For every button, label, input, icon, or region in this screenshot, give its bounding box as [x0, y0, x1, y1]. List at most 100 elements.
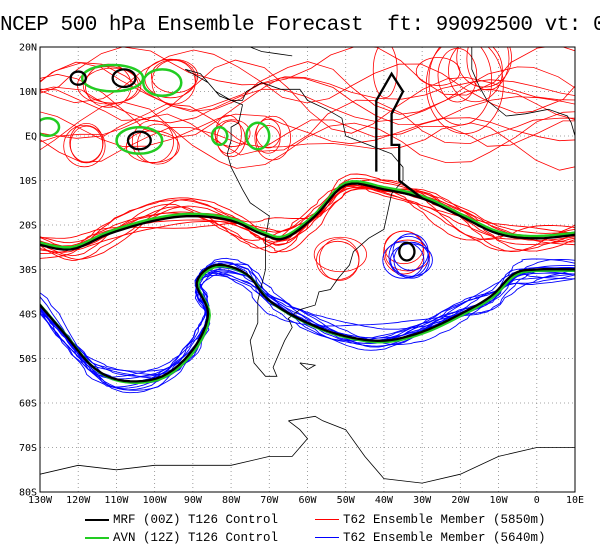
legend-entry: AVN (12Z) T126 Control [85, 531, 278, 545]
ensemble-member-5850m-line [40, 47, 575, 96]
ensemble-member-5850m-line [40, 101, 575, 169]
legend-entry: T62 Ensemble Member (5640m) [315, 531, 546, 545]
lat-tick-label: 30S [19, 265, 37, 276]
ensemble-member-5850m-loop [255, 118, 281, 149]
ensemble-member-5850m-loop [137, 123, 179, 165]
ensemble-member-5640m-line [40, 263, 575, 394]
contour-lines [40, 47, 575, 394]
ensemble-member-5850m-line [40, 173, 575, 254]
ensemble-member-5640m-line [40, 257, 575, 375]
lon-tick-label: 60W [298, 495, 317, 506]
ensemble-member-5850m-loop [448, 47, 503, 103]
falklands-coastline [299, 362, 317, 371]
ensemble-member-5850m-loop [151, 59, 196, 105]
legend-label: T62 Ensemble Member (5640m) [343, 531, 546, 545]
lat-tick-label: 20S [19, 221, 37, 232]
chart-title: NCEP 500 hPa Ensemble Forecast ft: 99092… [0, 14, 600, 37]
lat-tick-label: 60S [19, 399, 37, 410]
legend-entry: MRF (00Z) T126 Control [85, 513, 278, 527]
ensemble-member-5850m-line [40, 184, 575, 259]
ensemble-member-5850m-loop [63, 124, 106, 168]
lon-tick-label: 10W [490, 495, 509, 506]
lon-tick-label: 70W [260, 495, 279, 506]
ensemble-member-5850m-loop [216, 120, 246, 158]
ensemble-member-5850m-loop [437, 47, 478, 103]
ensemble-member-5850m-loop [425, 47, 504, 134]
ensemble-member-5850m-line [40, 186, 575, 260]
lat-tick-label: 80S [19, 488, 37, 499]
mrf-control-loop [398, 241, 416, 262]
ensemble-member-5850m-line [40, 61, 575, 115]
ensemble-member-5850m-loop [319, 238, 360, 281]
lat-tick-label: 10S [19, 176, 37, 187]
ensemble-member-5640m-loop [392, 233, 429, 271]
lon-tick-label: 120W [66, 495, 91, 506]
lat-tick-label: 10N [19, 87, 37, 98]
lon-tick-label: 40W [375, 495, 394, 506]
avn-control-loop [142, 68, 183, 98]
mrf-control-loop [111, 68, 137, 89]
ensemble-member-5850m-line [40, 99, 575, 152]
ensemble-member-5850m-loop [456, 47, 512, 88]
lon-tick-label: 130W [28, 495, 53, 506]
ensemble-member-5850m-loop [313, 236, 367, 273]
avn-control-loop [40, 117, 61, 138]
ensemble-member-5850m-loop [214, 119, 251, 147]
ensemble-member-5850m-loop [385, 239, 431, 272]
legend-line-swatch [85, 518, 109, 521]
ensemble-member-5850m-loop [316, 240, 360, 280]
ensemble-member-5850m-line [40, 122, 575, 171]
lon-tick-label: 20W [451, 495, 470, 506]
ensemble-member-5850m-line [40, 188, 575, 255]
antarctica-coastline [40, 420, 309, 475]
ensemble-member-5640m-line [40, 262, 575, 377]
lat-tick-label: EQ [25, 132, 37, 143]
ensemble-member-5850m-loop [69, 122, 104, 163]
ensemble-member-5850m-loop [254, 115, 292, 161]
ensemble-member-5850m-loop [214, 114, 242, 155]
ensemble-member-5850m-loop [372, 47, 398, 99]
legend-line-swatch [85, 536, 109, 539]
lon-tick-label: 80W [222, 495, 241, 506]
ensemble-member-5850m-line [40, 59, 575, 134]
ensemble-member-5850m-loop [466, 47, 510, 91]
ensemble-member-5850m-line [40, 183, 575, 252]
coastlines [40, 47, 575, 484]
map-frame [39, 46, 576, 493]
avn-control-loop [115, 126, 164, 155]
ensemble-member-5640m-loop [382, 241, 425, 279]
africa-coastline [471, 47, 575, 151]
ensemble-member-5850m-line [40, 73, 575, 139]
legend-label: T62 Ensemble Member (5850m) [343, 513, 546, 527]
legend-entry: T62 Ensemble Member (5850m) [315, 513, 546, 527]
caribbean-coastline [250, 47, 293, 57]
ensemble-member-5850m-loop [383, 230, 425, 275]
mrf-control-trough-line [375, 71, 423, 200]
lon-tick-label: 50W [337, 495, 356, 506]
ensemble-member-5850m-line [40, 113, 575, 156]
lon-tick-label: 30W [413, 495, 432, 506]
lon-tick-label: 10E [566, 495, 584, 506]
grid-lines [40, 47, 575, 492]
legend-label: AVN (12Z) T126 Control [113, 531, 279, 545]
legend-line-swatch [315, 519, 339, 521]
ensemble-member-5850m-loop [255, 125, 281, 154]
ensemble-member-5850m-line [40, 111, 575, 147]
ensemble-member-5640m-line [40, 258, 575, 379]
lat-tick-label: 50S [19, 354, 37, 365]
lat-tick-label: 40S [19, 310, 37, 321]
mrf-control-5850m-line [40, 182, 575, 251]
ensemble-member-5850m-loop [82, 67, 142, 104]
lon-tick-label: 90W [184, 495, 203, 506]
avn-control-loop [245, 121, 271, 151]
ensemble-member-5640m-loop [388, 235, 429, 278]
mrf-control-loop [126, 130, 152, 151]
lon-tick-label: 100W [143, 495, 168, 506]
mrf-control-loop [69, 70, 87, 86]
ensemble-member-5640m-line [40, 274, 575, 389]
legend-line-swatch [315, 537, 339, 539]
avn-control-loop [210, 125, 229, 147]
lat-tick-label: 20N [19, 43, 37, 54]
